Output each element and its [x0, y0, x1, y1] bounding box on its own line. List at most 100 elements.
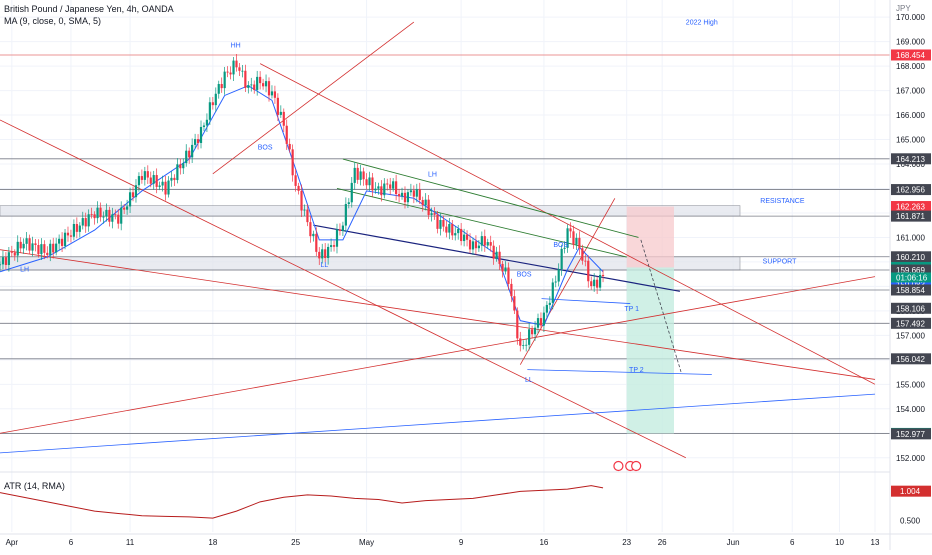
candle-body — [427, 199, 430, 215]
annotation-label: BOS — [517, 272, 532, 279]
candle-body — [575, 237, 578, 245]
candle-body — [164, 181, 167, 195]
candle-body — [412, 190, 415, 197]
green-trendline — [342, 158, 639, 238]
red-trendline — [519, 198, 616, 365]
candle-body — [380, 186, 383, 196]
candle-body — [318, 251, 321, 259]
countdown-box — [891, 272, 931, 283]
candle-body — [436, 214, 439, 229]
candle-body — [480, 236, 483, 246]
candle-body — [40, 244, 43, 255]
candle-body — [87, 214, 90, 227]
candle-body — [238, 67, 241, 71]
candle-body — [389, 184, 392, 189]
candle-body — [16, 241, 19, 256]
candle-body — [167, 180, 170, 195]
candle-body — [117, 214, 120, 224]
candle-body — [250, 84, 253, 86]
price-label: 152.977 — [896, 430, 925, 439]
candle-body — [114, 214, 117, 216]
candle-body — [551, 282, 554, 303]
candle-body — [581, 248, 584, 261]
x-tick-label: 16 — [539, 538, 548, 547]
candle-body — [134, 185, 138, 198]
price-label-box — [891, 184, 931, 196]
candle-body — [241, 70, 244, 72]
candle-body — [128, 192, 132, 207]
candle-body — [179, 164, 182, 169]
candle-body — [0, 264, 2, 266]
price-label: 157.492 — [896, 319, 925, 328]
candle-body — [463, 234, 466, 242]
candle-body — [22, 243, 25, 249]
candle-body — [386, 183, 389, 185]
candle-body — [297, 185, 300, 191]
candle-body — [19, 241, 22, 249]
red-trendline — [0, 119, 686, 459]
candle-body — [335, 229, 339, 247]
projection-arrow — [640, 239, 682, 373]
countdown-label: 01:06:16 — [896, 273, 928, 282]
currency-label: JPY — [896, 4, 911, 13]
candle-body — [173, 177, 176, 181]
candle-body — [536, 318, 540, 328]
candle-body — [533, 327, 537, 335]
price-label-box — [891, 428, 931, 440]
candle-body — [596, 279, 599, 288]
atr-value-box — [891, 485, 931, 497]
candle-body — [395, 181, 398, 195]
candle-body — [253, 84, 256, 90]
candle-body — [451, 223, 454, 236]
annotation-label: RESISTANCE — [760, 198, 805, 205]
stop-loss-zone — [626, 206, 674, 268]
x-tick-label: Jun — [727, 538, 740, 547]
candle-body — [291, 149, 294, 176]
candle-body — [188, 150, 191, 158]
candle-body — [377, 186, 380, 189]
candle-body — [590, 281, 593, 287]
price-label: 168.454 — [896, 51, 925, 60]
candle-body — [587, 260, 590, 282]
candle-body — [300, 190, 303, 211]
annotation-label: BOS — [553, 242, 568, 249]
y-tick-label: 166.000 — [896, 111, 925, 120]
price-label-box — [891, 278, 931, 290]
candle-body — [294, 175, 297, 186]
candle-body — [214, 93, 217, 106]
price-label: 160.210 — [896, 253, 925, 262]
candle-body — [66, 232, 70, 236]
candle-body — [264, 81, 268, 87]
y-tick-label: 152.000 — [896, 454, 925, 463]
candle-body — [424, 199, 427, 206]
candle-body — [356, 167, 359, 180]
candle-body — [392, 181, 395, 189]
annotation-label: BOS — [258, 144, 273, 151]
candle-body — [338, 229, 342, 231]
candle-body — [96, 207, 99, 219]
red-trendline — [0, 249, 876, 380]
candle-body — [306, 209, 309, 223]
candle-body — [217, 84, 220, 94]
candle-body — [530, 329, 534, 335]
candle-body — [365, 179, 368, 186]
candle-body — [439, 219, 442, 229]
y-tick-label: 154.000 — [896, 405, 925, 414]
price-label-box — [891, 251, 931, 263]
candle-body — [55, 243, 58, 253]
x-tick-label: 23 — [622, 538, 631, 547]
candle-body — [63, 232, 67, 246]
candle-body — [572, 231, 575, 245]
y-tick-label: 168.000 — [896, 62, 925, 71]
candle-body — [315, 233, 318, 252]
candle-body — [4, 257, 8, 265]
candle-body — [81, 218, 84, 226]
candle-body — [223, 71, 226, 89]
atr-value: 1.004 — [900, 487, 921, 496]
y-tick-label: 161.000 — [896, 233, 925, 242]
candle-body — [276, 97, 279, 115]
candle-body — [102, 216, 105, 218]
candle-body — [261, 83, 265, 87]
